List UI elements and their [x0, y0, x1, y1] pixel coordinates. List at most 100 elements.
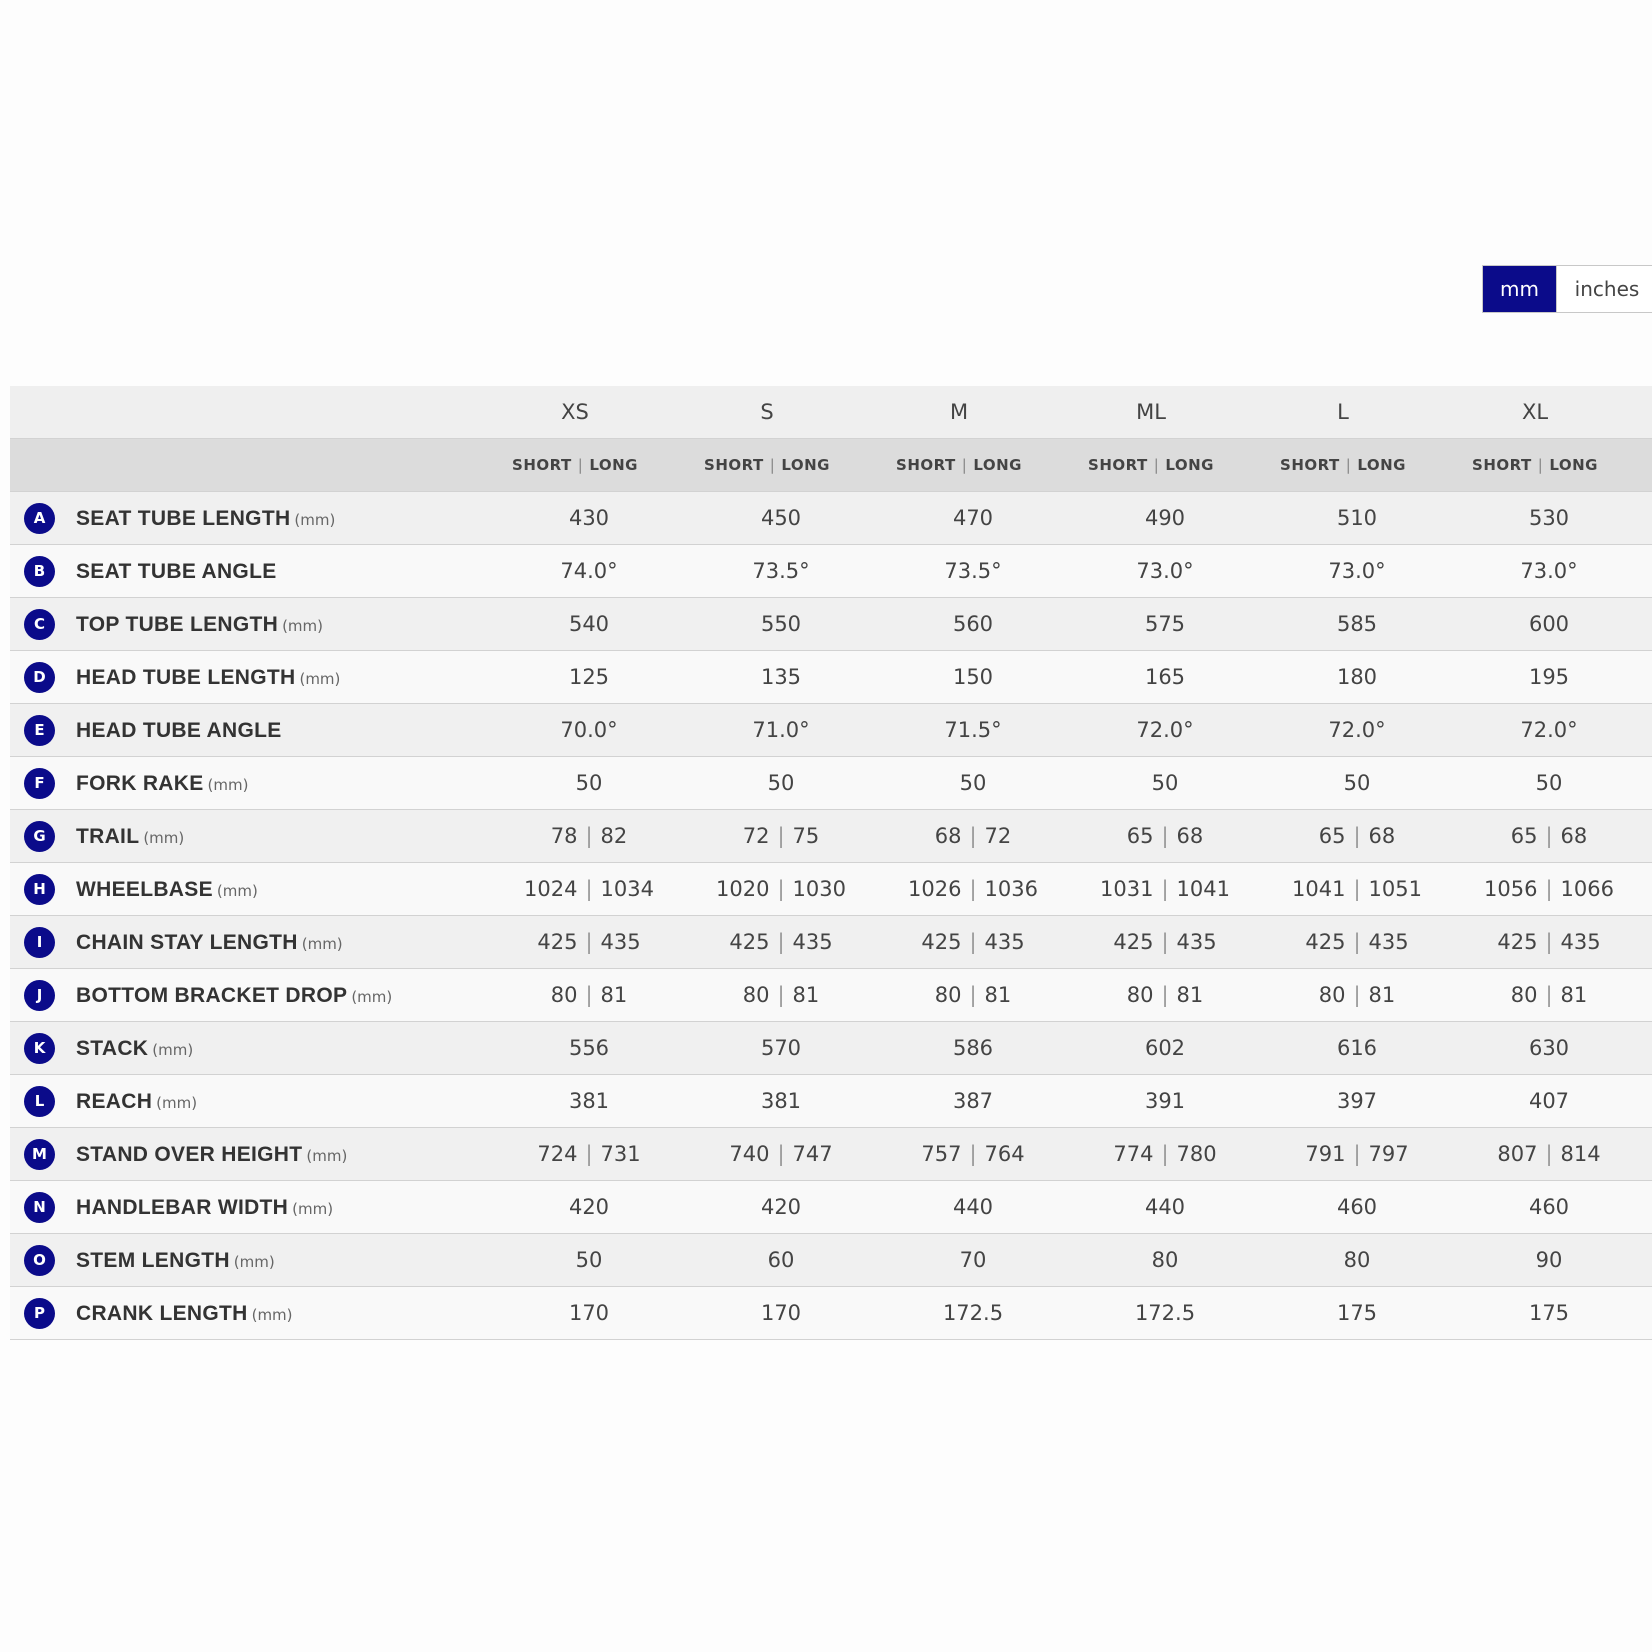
measurement-name: SEAT TUBE LENGTH	[76, 507, 291, 530]
value-cell-m: 470	[952, 506, 994, 530]
value-cell-s: 50	[767, 771, 795, 795]
short-long-label: SHORT | LONG	[1071, 439, 1231, 492]
table-row: A SEAT TUBE LENGTH (mm) 430 450 470 490 510 530	[10, 492, 1652, 545]
table-row: N HANDLEBAR WIDTH (mm) 420 420 440 440 460 460	[10, 1181, 1652, 1234]
value-cell-m: 73.5°	[944, 559, 1002, 583]
short-value: 425	[921, 930, 962, 954]
short-value: 425	[729, 930, 770, 954]
size-header-row: XS S M ML L XL	[10, 386, 1652, 439]
short-long-label: SHORT | LONG	[687, 439, 847, 492]
short-label: SHORT	[512, 456, 572, 474]
table-row: B SEAT TUBE ANGLE 74.0° 73.5° 73.5° 73.0° 73.0…	[10, 545, 1652, 598]
long-label: LONG	[1549, 456, 1598, 474]
short-value: 425	[1497, 930, 1538, 954]
short-value: 78	[550, 824, 578, 848]
short-value: 774	[1113, 1142, 1154, 1166]
separator: |	[969, 983, 977, 1007]
separator: |	[585, 1142, 593, 1166]
measurement-name: STEM LENGTH	[76, 1249, 230, 1272]
short-value: 1056	[1484, 877, 1538, 901]
size-label-s: S	[760, 400, 774, 424]
separator: |	[585, 877, 593, 901]
value-cell-l: 1041 | 1051	[1277, 863, 1437, 916]
measurement-letter-badge: A	[24, 503, 55, 534]
short-value: 740	[729, 1142, 770, 1166]
long-value: 435	[1560, 930, 1601, 954]
separator: |	[969, 877, 977, 901]
value-cell-s: 60	[767, 1248, 795, 1272]
measurement-name: CRANK LENGTH	[76, 1302, 248, 1325]
short-value: 425	[537, 930, 578, 954]
table-row: H WHEELBASE (mm) 1024 | 1034 1020 | 1030 1026 | 103…	[10, 863, 1652, 916]
table-row: P CRANK LENGTH (mm) 170 170 172.5 172.5 175 175	[10, 1287, 1652, 1340]
measurement-unit: (mm)	[301, 935, 343, 953]
measurement-unit: (mm)	[156, 1094, 198, 1112]
measurement-name: HEAD TUBE LENGTH	[76, 666, 296, 689]
separator: |	[1353, 877, 1361, 901]
measurement-unit: (mm)	[292, 1200, 334, 1218]
long-value: 1041	[1176, 877, 1230, 901]
value-cell-xl: 460	[1528, 1195, 1570, 1219]
value-cell-s: 420	[760, 1195, 802, 1219]
long-value: 435	[600, 930, 641, 954]
short-value: 425	[1305, 930, 1346, 954]
long-value: 435	[792, 930, 833, 954]
measurement-letter-badge: M	[24, 1139, 55, 1170]
long-value: 780	[1176, 1142, 1217, 1166]
measurement-label: CRANK LENGTH (mm)	[76, 1287, 293, 1340]
value-cell-ml: 575	[1144, 612, 1186, 636]
value-cell-ml: 80	[1151, 1248, 1179, 1272]
measurement-unit: (mm)	[282, 617, 324, 635]
short-value: 80	[934, 983, 962, 1007]
value-cell-xl: 175	[1528, 1301, 1570, 1325]
value-cell-s: 381	[760, 1089, 802, 1113]
separator: |	[969, 1142, 977, 1166]
long-value: 72	[984, 824, 1012, 848]
unit-mm-button[interactable]: mm	[1483, 266, 1556, 312]
measurement-label: BOTTOM BRACKET DROP (mm)	[76, 969, 392, 1022]
short-value: 791	[1305, 1142, 1346, 1166]
long-label: LONG	[1357, 456, 1406, 474]
short-value: 1041	[1292, 877, 1346, 901]
measurement-letter-badge: I	[24, 927, 55, 958]
measurement-label: FORK RAKE (mm)	[76, 757, 248, 810]
value-cell-xl: 65 | 68	[1469, 810, 1629, 863]
separator: |	[1545, 1142, 1553, 1166]
value-cell-ml: 425 | 435	[1085, 916, 1245, 969]
value-cell-l: 510	[1336, 506, 1378, 530]
long-value: 435	[1368, 930, 1409, 954]
long-value: 81	[600, 983, 628, 1007]
long-label: LONG	[781, 456, 830, 474]
value-cell-xs: 125	[568, 665, 610, 689]
short-value: 724	[537, 1142, 578, 1166]
value-cell-l: 80 | 81	[1277, 969, 1437, 1022]
value-cell-l: 72.0°	[1328, 718, 1386, 742]
value-cell-xl: 72.0°	[1520, 718, 1578, 742]
value-cell-xl: 73.0°	[1520, 559, 1578, 583]
separator: |	[777, 877, 785, 901]
value-cell-xl: 50	[1535, 771, 1563, 795]
measurement-name: SEAT TUBE ANGLE	[76, 560, 277, 583]
value-cell-xl: 80 | 81	[1469, 969, 1629, 1022]
short-value: 757	[921, 1142, 962, 1166]
geometry-table: XS S M ML L XL SHORT | LONG SHORT | LONG SHORT | LONG…	[10, 386, 1652, 1340]
separator: |	[585, 824, 593, 848]
value-cell-xl: 807 | 814	[1469, 1128, 1629, 1181]
measurement-label: HEAD TUBE LENGTH (mm)	[76, 651, 340, 704]
value-cell-l: 397	[1336, 1089, 1378, 1113]
unit-inches-button[interactable]: inches	[1556, 266, 1652, 312]
value-cell-ml: 72.0°	[1136, 718, 1194, 742]
measurement-letter-badge: P	[24, 1298, 55, 1329]
separator: |	[1161, 824, 1169, 848]
measurement-name: HANDLEBAR WIDTH	[76, 1196, 289, 1219]
measurement-letter-badge: C	[24, 609, 55, 640]
table-row: D HEAD TUBE LENGTH (mm) 125 135 150 165 180 195	[10, 651, 1652, 704]
measurement-letter-badge: E	[24, 715, 55, 746]
value-cell-s: 740 | 747	[701, 1128, 861, 1181]
measurement-name: HEAD TUBE ANGLE	[76, 719, 282, 742]
value-cell-xs: 170	[568, 1301, 610, 1325]
separator: |	[1161, 877, 1169, 901]
value-cell-xl: 1056 | 1066	[1469, 863, 1629, 916]
measurement-letter-badge: J	[24, 980, 55, 1011]
measurement-label: HANDLEBAR WIDTH (mm)	[76, 1181, 333, 1234]
